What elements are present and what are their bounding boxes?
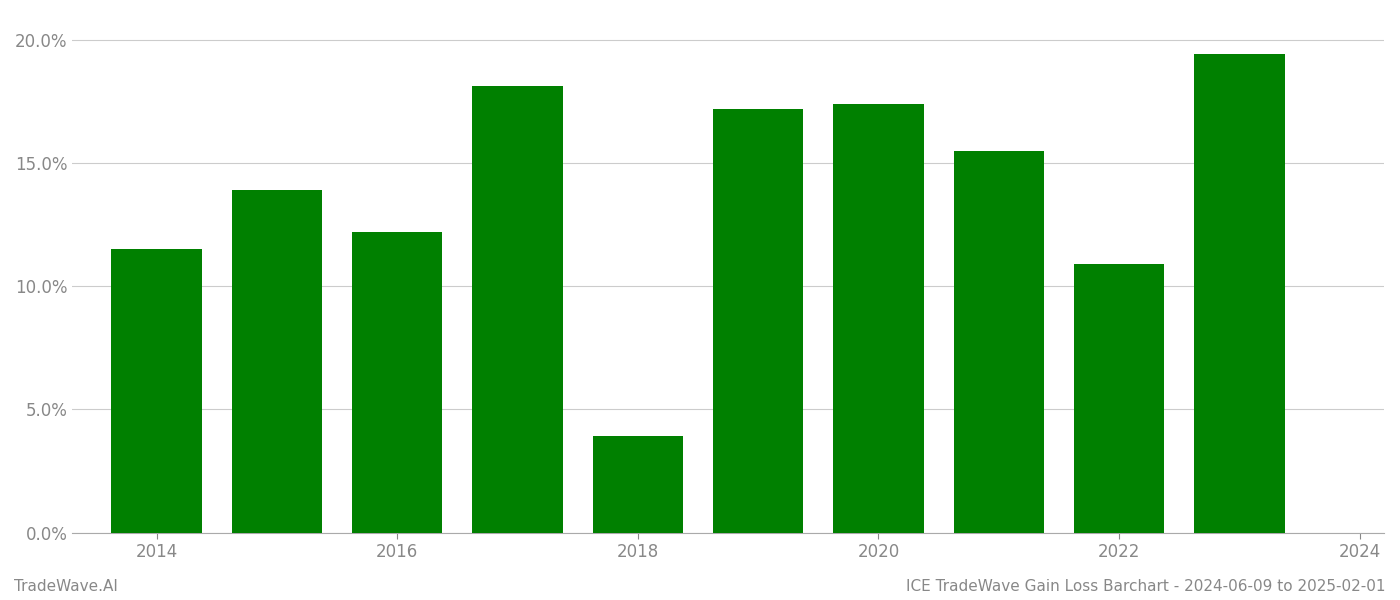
Bar: [351, 232, 442, 533]
Text: ICE TradeWave Gain Loss Barchart - 2024-06-09 to 2025-02-01: ICE TradeWave Gain Loss Barchart - 2024-…: [907, 579, 1386, 594]
Bar: [1194, 55, 1285, 533]
Bar: [953, 151, 1044, 533]
Bar: [112, 249, 202, 533]
Bar: [713, 109, 804, 533]
Bar: [472, 86, 563, 533]
Bar: [232, 190, 322, 533]
Text: TradeWave.AI: TradeWave.AI: [14, 579, 118, 594]
Bar: [833, 104, 924, 533]
Bar: [592, 436, 683, 533]
Bar: [1074, 264, 1165, 533]
